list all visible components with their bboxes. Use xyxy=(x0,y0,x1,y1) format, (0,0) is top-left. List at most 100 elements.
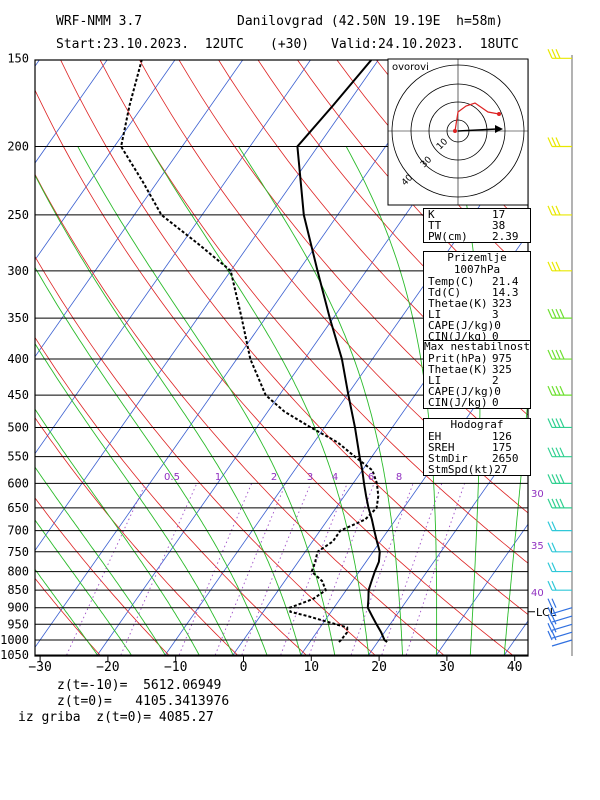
pressure-tick-label: 550 xyxy=(7,450,29,464)
surface-label: Td(C) xyxy=(428,286,462,299)
hodograph-start xyxy=(453,129,457,133)
instability-box: Max nestabilnost Prit(hPa) 975 Thetae(K) 325… xyxy=(423,340,531,409)
wind-barb-feather xyxy=(551,580,557,591)
wind-barb-feather xyxy=(551,630,557,641)
wind-barb-feather xyxy=(559,308,565,319)
wind-barb-feather xyxy=(547,137,553,147)
dry-adiabat xyxy=(35,497,169,656)
surface-box: Prizemlje 1007hPa Temp(C) 21.4 Td(C) 14.3 The… xyxy=(423,251,531,343)
surface-row: Thetae(K) 323 xyxy=(424,298,530,309)
hodo-value: 27 xyxy=(494,463,508,476)
mixing-ratio-line xyxy=(178,483,253,656)
dry-adiabat xyxy=(35,255,376,656)
isotherm xyxy=(35,60,40,67)
unstable-label: CAPE(J/kg) xyxy=(428,385,495,398)
moist-adiabat xyxy=(238,146,403,655)
thetae-label: 40 xyxy=(531,588,544,599)
wind-barb-feather xyxy=(547,622,553,633)
wind-barb-feather xyxy=(551,137,557,147)
wind-barb-feather xyxy=(551,349,557,360)
temperature-tick-label: 20 xyxy=(371,660,387,675)
pressure-tick-label: 350 xyxy=(7,311,29,325)
hodo-value: 126 xyxy=(492,430,512,443)
moist-adiabat xyxy=(35,174,302,656)
dry-adiabat xyxy=(591,37,600,655)
index-label: K xyxy=(428,208,435,221)
pressure-tick-label: 900 xyxy=(7,601,29,615)
wind-barb-feather xyxy=(555,447,561,457)
surface-label: LI xyxy=(428,308,442,321)
wind-barb-feather xyxy=(551,615,557,625)
moist-adiabat xyxy=(77,146,336,656)
mixing-ratio-label: 3 xyxy=(307,472,313,483)
mixing-ratio-label: 6 xyxy=(368,472,374,483)
surface-label: Thetae(K) xyxy=(428,297,488,310)
moist-adiabat xyxy=(35,266,268,656)
wind-barb-feather xyxy=(551,521,557,531)
temperature-tick-label: 30 xyxy=(439,660,455,675)
mixing-ratio-line xyxy=(214,483,287,656)
indices-box: K 17 TT 38 PW(cm) 2.39 xyxy=(423,208,531,243)
storm-motion-arrowhead xyxy=(495,125,503,133)
surface-title: Prizemlje 1007hPa xyxy=(447,251,507,276)
wind-barb-feather xyxy=(551,385,557,396)
wind-barb-feather xyxy=(551,622,557,633)
hodograph-trace xyxy=(454,102,500,132)
unstable-label: Prit(hPa) xyxy=(428,352,488,365)
mixing-ratio-line xyxy=(280,483,348,656)
pressure-tick-label: 1050 xyxy=(0,648,29,662)
wind-barb-feather xyxy=(547,580,553,591)
wind-barb xyxy=(551,615,573,623)
surface-value: 21.4 xyxy=(492,275,519,288)
pressure-tick-label: 800 xyxy=(7,565,29,579)
pressure-tick-label: 950 xyxy=(7,617,29,631)
wind-barb-feather xyxy=(551,447,557,457)
index-value: 2.39 xyxy=(492,230,519,243)
mixing-ratio-label: 1 xyxy=(215,472,221,483)
unstable-row: LI 2 xyxy=(424,375,530,386)
moist-adiabat xyxy=(148,146,370,656)
isotherm xyxy=(35,60,176,261)
surface-value: 0 xyxy=(492,330,499,343)
isotherm xyxy=(35,60,311,455)
wind-barb-feather xyxy=(551,49,557,59)
wind-barb-feather xyxy=(555,385,561,396)
index-value: 17 xyxy=(492,208,506,221)
dry-adiabat xyxy=(178,60,528,465)
mixing-ratio-line xyxy=(405,483,466,656)
isotherm xyxy=(35,60,379,552)
plot-area xyxy=(35,37,600,656)
surface-row: CAPE(J/kg) 0 xyxy=(424,320,530,331)
wind-barb-feather xyxy=(551,205,557,216)
wind-barb-feather xyxy=(551,598,557,608)
pressure-tick-label: 650 xyxy=(7,501,29,515)
wind-barb-feather xyxy=(559,447,565,457)
surface-label: Temp(C) xyxy=(428,275,475,288)
wind-barb-feather xyxy=(555,49,561,59)
moist-adiabat xyxy=(35,568,98,656)
surface-row: CIN(J/kg) 0 xyxy=(424,331,530,342)
pressure-tick-label: 600 xyxy=(7,476,29,490)
wind-barb-feather xyxy=(547,308,553,319)
pressure-tick-label: 700 xyxy=(7,524,29,538)
unstable-label: LI xyxy=(428,374,442,387)
wind-barb-feather xyxy=(555,137,561,147)
wind-barb-feather xyxy=(559,418,565,428)
pressure-tick-label: 400 xyxy=(7,352,29,366)
pressure-tick-label: 150 xyxy=(7,51,29,65)
mixing-ratio-label: 4 xyxy=(332,472,338,483)
index-row: TT 38 xyxy=(424,220,530,231)
wind-barb-feather xyxy=(551,542,557,553)
unstable-value: 2 xyxy=(492,374,499,387)
mixing-ratio-line xyxy=(66,483,147,656)
wind-barb-feather xyxy=(551,261,557,272)
isotherm xyxy=(35,60,244,358)
wind-barb-feather xyxy=(551,562,557,572)
temperature-tick-label: −30 xyxy=(28,660,51,675)
surface-value: 0 xyxy=(494,319,501,332)
temperature-tick-label: −10 xyxy=(164,660,187,675)
unstable-row: CIN(J/kg) 0 xyxy=(424,397,530,408)
wind-barb-feather xyxy=(547,498,553,509)
